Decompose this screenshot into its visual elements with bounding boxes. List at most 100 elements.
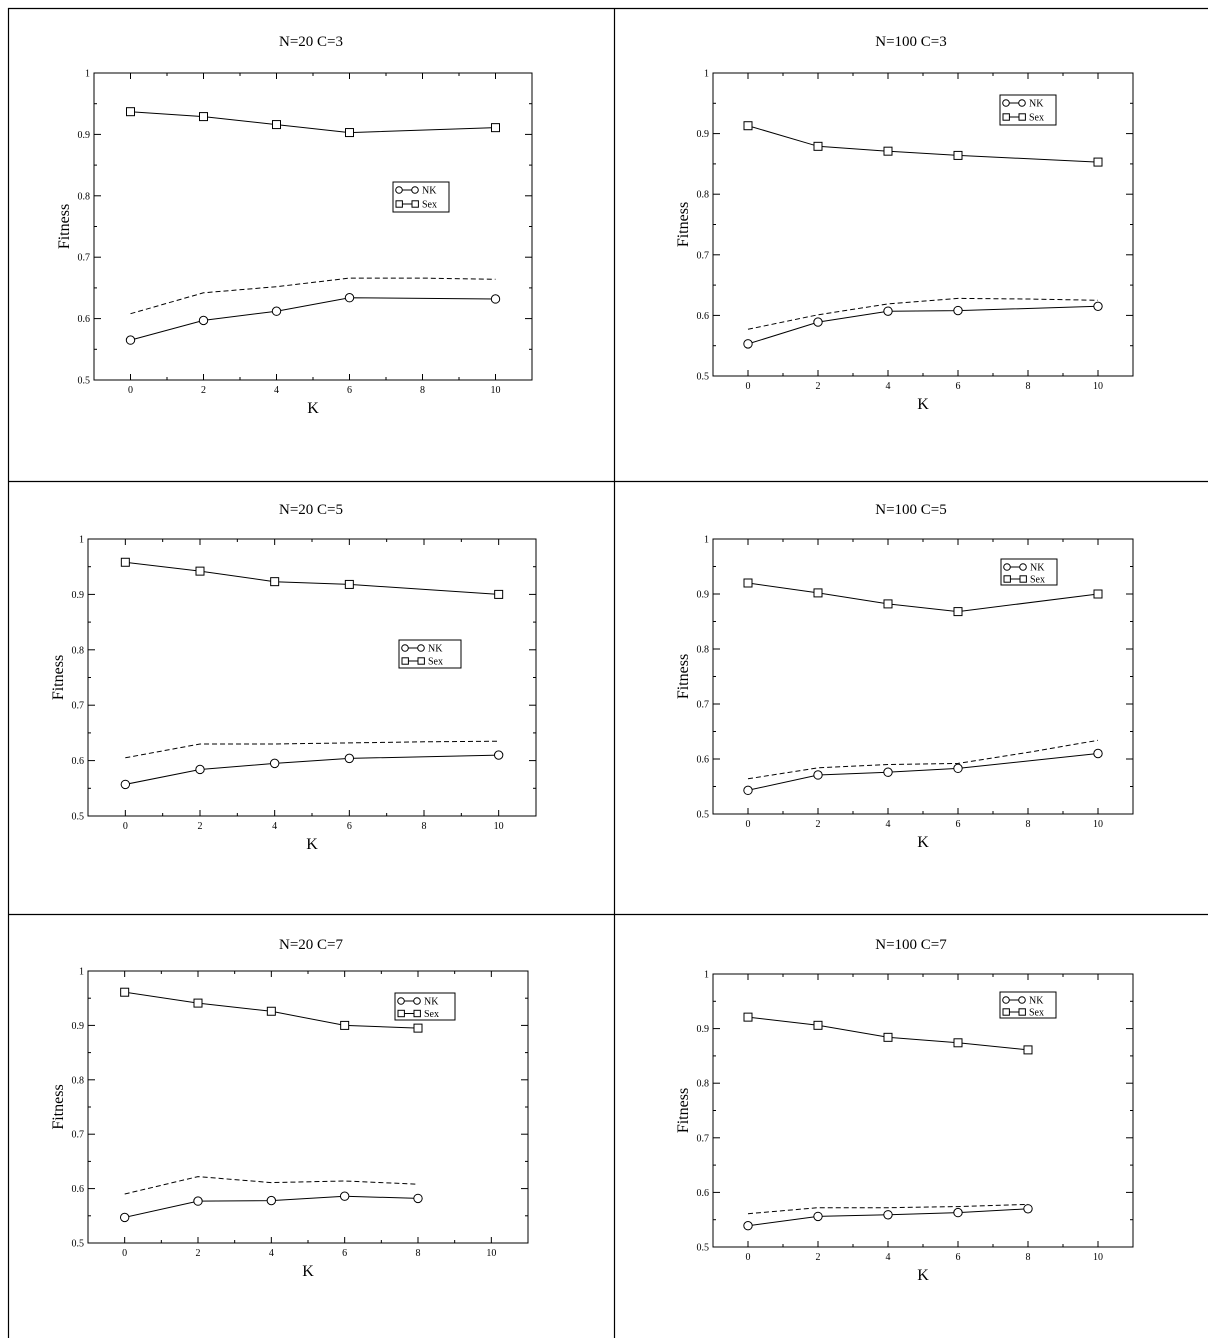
- data-point-nk: [198, 315, 209, 326]
- data-point-nk: [271, 306, 282, 316]
- x-tick-label: 4: [886, 819, 891, 830]
- chart-title: N=20 C=5: [279, 502, 343, 518]
- data-point-sex: [491, 123, 500, 133]
- data-point-sex: [953, 150, 963, 160]
- data-point-sex: [813, 141, 823, 151]
- y-tick-label: 0.6: [697, 1188, 710, 1199]
- x-tick-label: 4: [886, 381, 891, 392]
- data-point-sex: [883, 1032, 893, 1042]
- legend-marker-icon: [1002, 99, 1010, 107]
- x-tick-label: 10: [491, 385, 501, 396]
- x-tick-label: 0: [746, 1252, 751, 1263]
- data-point-sex: [120, 557, 130, 567]
- series-line-dashed: [747, 739, 1099, 780]
- data-point-nk: [743, 1221, 753, 1231]
- data-point-sex: [344, 579, 354, 589]
- x-axis-label: K: [917, 396, 929, 413]
- y-tick-label: 0.7: [697, 250, 710, 261]
- x-tick-label: 6: [342, 1248, 347, 1259]
- data-point-sex: [195, 566, 205, 576]
- y-tick-label: 0.8: [697, 645, 710, 656]
- data-point-nk: [883, 767, 893, 777]
- y-axis-label: Fitness: [675, 654, 692, 699]
- data-point-nk: [490, 294, 501, 304]
- y-tick-label: 0.8: [72, 1075, 85, 1086]
- x-tick-label: 6: [956, 819, 961, 830]
- legend-marker-icon: [1018, 113, 1026, 121]
- legend-marker-icon: [1019, 575, 1027, 583]
- series-line-dashed: [747, 297, 1099, 330]
- x-tick-label: 8: [1026, 819, 1031, 830]
- x-tick-label: 10: [486, 1248, 496, 1259]
- y-tick-label: 0.8: [72, 645, 85, 656]
- legend-marker-icon: [395, 200, 403, 208]
- data-point-nk: [339, 1191, 350, 1201]
- legend-marker-icon: [401, 657, 409, 665]
- series-line-dashed: [130, 277, 496, 315]
- x-tick-label: 10: [1093, 381, 1103, 392]
- data-point-nk: [120, 779, 131, 790]
- y-tick-label: 0.8: [697, 190, 710, 201]
- chart-svg: N=20 C=7 0 2 4 6 8 10 0.5 0.6 0.7 0.8 0.9 1 K Fitness N…: [50, 937, 529, 1280]
- y-tick-label: 0.7: [72, 701, 85, 712]
- legend-marker-icon: [1018, 1008, 1026, 1016]
- y-tick-label: 0.5: [697, 810, 710, 821]
- legend-label: Sex: [424, 1009, 439, 1020]
- legend-marker-icon: [1002, 113, 1010, 121]
- data-point-sex: [743, 121, 753, 131]
- data-point-nk: [119, 1212, 130, 1223]
- legend-marker-icon: [395, 186, 403, 194]
- data-point-nk: [125, 335, 136, 345]
- legend-marker-icon: [1003, 563, 1011, 571]
- legend-marker-icon: [1018, 996, 1026, 1004]
- legend-label: Sex: [1029, 1008, 1044, 1019]
- x-tick-label: 0: [123, 821, 128, 832]
- y-tick-label: 0.8: [697, 1079, 710, 1090]
- y-tick-label: 1: [79, 535, 84, 546]
- chart-svg: N=100 C=7 0 2 4 6 8 10 0.5 0.6 0.7 0.8 0.9 1 K Fitness…: [675, 937, 1134, 1284]
- data-point-sex: [743, 1012, 753, 1022]
- series-line-nk: [130, 297, 496, 341]
- data-point-nk: [883, 306, 893, 316]
- x-tick-label: 2: [816, 381, 821, 392]
- data-point-sex: [272, 120, 281, 130]
- legend-marker-icon: [1002, 1008, 1010, 1016]
- x-tick-label: 8: [422, 821, 427, 832]
- data-point-sex: [340, 1020, 350, 1030]
- data-point-sex: [126, 107, 135, 117]
- legend-marker-icon: [1019, 563, 1027, 571]
- data-point-nk: [883, 1210, 893, 1220]
- series-line-sex: [747, 125, 1099, 163]
- legend-label: NK: [424, 997, 439, 1008]
- legend-marker-icon: [417, 657, 425, 665]
- data-point-sex: [813, 588, 823, 598]
- series-line-dashed: [124, 1176, 419, 1195]
- y-tick-label: 0.5: [697, 1243, 710, 1254]
- data-point-sex: [494, 589, 504, 599]
- chart-svg: N=20 C=3 0 2 4 6 8 10 0.5 0.6 0.7 0.8 0.9 1 K Fitness N…: [56, 34, 533, 417]
- y-tick-label: 0.9: [697, 1024, 710, 1035]
- y-tick-label: 0.8: [78, 191, 91, 202]
- legend-label: Sex: [1030, 575, 1045, 586]
- series-line-nk: [125, 754, 499, 785]
- data-point-nk: [269, 758, 280, 769]
- legend-box: [394, 992, 456, 1021]
- x-tick-label: 4: [886, 1252, 891, 1263]
- x-axis-label: K: [306, 836, 318, 853]
- y-tick-label: 0.9: [697, 590, 710, 601]
- legend-marker-icon: [397, 997, 405, 1005]
- x-tick-label: 0: [746, 381, 751, 392]
- legend-label: Sex: [428, 657, 443, 668]
- x-tick-label: 8: [1026, 1252, 1031, 1263]
- y-axis-label: Fitness: [56, 204, 73, 249]
- chart-svg: N=100 C=5 0 2 4 6 8 10 0.5 0.6 0.7 0.8 0.9 1 K Fitness…: [675, 502, 1134, 851]
- legend-marker-icon: [413, 1009, 421, 1018]
- x-tick-label: 8: [420, 385, 425, 396]
- plot-frame: [87, 538, 537, 817]
- data-point-sex: [1093, 157, 1103, 167]
- x-tick-label: 2: [196, 1248, 201, 1259]
- x-tick-label: 0: [128, 385, 133, 396]
- data-point-nk: [195, 764, 205, 775]
- x-tick-label: 8: [1026, 381, 1031, 392]
- data-point-nk: [953, 1207, 963, 1218]
